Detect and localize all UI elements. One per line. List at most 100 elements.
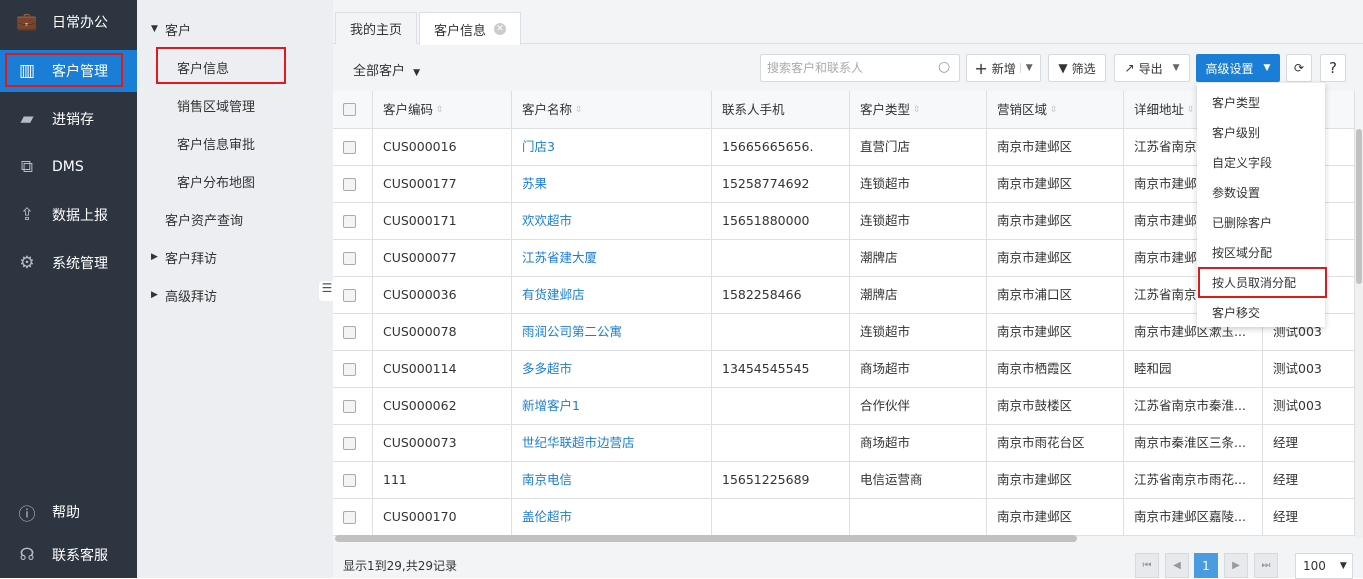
cell-name[interactable]: 雨润公司第二公寓 bbox=[512, 314, 712, 351]
page-1-button[interactable]: 1 bbox=[1194, 553, 1218, 578]
row-checkbox[interactable] bbox=[343, 510, 356, 524]
table-row[interactable]: CUS000016门店315665665656.直营门店南京市建邺区江苏省南京经… bbox=[333, 129, 1355, 166]
submenu-customer-info[interactable]: 客户信息 bbox=[177, 61, 230, 77]
submenu-distribution-map[interactable]: 客户分布地图 bbox=[177, 175, 256, 191]
filter-button[interactable]: ▼ 筛选 bbox=[1048, 54, 1106, 82]
help-icon: ⓘ bbox=[18, 504, 36, 525]
menu-item[interactable]: 客户级别 bbox=[1212, 125, 1261, 140]
sidebar: 💼 日常办公 ▥ 客户管理 ▰ 进销存 ⧉ DMS ⇪ 数据上报 ⚙ 系统管理 ⓘ 帮助 ☊ 联… bbox=[0, 0, 137, 578]
vertical-scrollbar[interactable] bbox=[1355, 129, 1363, 538]
sort-icon: ⇳ bbox=[575, 104, 583, 115]
prev-page-button[interactable]: ◀ bbox=[1165, 553, 1189, 578]
col-code[interactable]: 客户编码 ⇳ bbox=[373, 91, 512, 129]
horizontal-scrollbar[interactable] bbox=[335, 535, 1077, 542]
submenu-sales-region[interactable]: 销售区域管理 bbox=[177, 99, 256, 115]
menu-item[interactable]: 客户类型 bbox=[1212, 95, 1261, 110]
submenu-info-approval[interactable]: 客户信息审批 bbox=[177, 137, 256, 153]
tab-customer-info[interactable]: 客户信息 ✕ bbox=[419, 12, 522, 45]
submenu-group-customer[interactable]: ▼ 客户 bbox=[151, 23, 192, 39]
row-checkbox[interactable] bbox=[343, 399, 356, 413]
cell-name[interactable]: 世纪华联超市边营店 bbox=[512, 425, 712, 462]
menu-item[interactable]: 按人员取消分配 bbox=[1212, 275, 1297, 290]
row-checkbox[interactable] bbox=[343, 362, 356, 376]
table-row[interactable]: CUS000073 世纪华联超市边营店 商场超市 南京市雨花台区 南京市秦淮区三条...… bbox=[333, 425, 1355, 462]
cell-name[interactable]: 江苏省建大厦 bbox=[512, 240, 712, 277]
cell-region: 南京市建邺区 bbox=[987, 314, 1124, 351]
table-row[interactable]: CUS000177 苏果 15258774692 连锁超市 南京市建邺区 南京市建邺 bbox=[333, 166, 1355, 203]
collapse-sidebar-button[interactable]: ☰ bbox=[319, 281, 335, 301]
caret-down-icon[interactable]: ▼ bbox=[1019, 63, 1033, 73]
cell-name[interactable]: 南京电信 bbox=[512, 462, 712, 499]
highlight-box bbox=[156, 47, 286, 84]
table-row[interactable]: 111 南京电信 15651225689 电信运营商 南京市建邺区 江苏省南京市雨花...… bbox=[333, 462, 1355, 499]
nav-system-management[interactable]: ⚙ 系统管理 bbox=[0, 242, 137, 284]
help-button[interactable]: ? bbox=[1320, 54, 1346, 82]
menu-item[interactable]: 按区域分配 bbox=[1212, 245, 1273, 260]
row-checkbox[interactable] bbox=[343, 288, 356, 302]
advanced-settings-button[interactable]: 高级设置 ▼ bbox=[1196, 54, 1280, 82]
table-row[interactable]: CUS000114 多多超市 13454545545 商场超市 南京市栖霞区 睦和园 测试0… bbox=[333, 351, 1355, 388]
cell-code: CUS000062 bbox=[373, 388, 512, 425]
add-button[interactable]: + 新增 ▼ bbox=[966, 54, 1041, 82]
submenu-advanced-visit[interactable]: ▶ 高级拜访 bbox=[151, 289, 218, 305]
last-page-button[interactable]: ⏭ bbox=[1254, 553, 1278, 578]
caret-down-icon: ▼ bbox=[1172, 63, 1180, 73]
customer-filter-dropdown[interactable]: 全部客户 ▼ bbox=[353, 64, 421, 79]
cell-name[interactable]: 门店3 bbox=[512, 129, 712, 166]
menu-item[interactable]: 客户移交 bbox=[1212, 305, 1261, 320]
cell-name[interactable]: 多多超市 bbox=[512, 351, 712, 388]
cell-7: 经理 bbox=[1263, 425, 1355, 462]
search-input[interactable] bbox=[760, 54, 960, 82]
row-checkbox[interactable] bbox=[343, 251, 356, 265]
table-row[interactable]: CUS000078 雨润公司第二公寓 连锁超市 南京市建邺区 南京市建邺区漱玉... 测试… bbox=[333, 314, 1355, 351]
cell-phone bbox=[712, 425, 850, 462]
cell-region: 南京市雨花台区 bbox=[987, 425, 1124, 462]
briefcase-icon: 💼 bbox=[16, 12, 38, 32]
nav-inventory[interactable]: ▰ 进销存 bbox=[0, 98, 137, 140]
export-button[interactable]: ↗ 导出 ▼ bbox=[1114, 54, 1190, 82]
row-checkbox[interactable] bbox=[343, 214, 356, 228]
nav-contact-support[interactable]: ☊ 联系客服 bbox=[0, 534, 137, 576]
menu-item[interactable]: 参数设置 bbox=[1212, 185, 1261, 200]
table-row[interactable]: CUS000036 有货建邺店 1582258466 潮牌店 南京市浦口区 江苏省南京 bbox=[333, 277, 1355, 314]
nav-daily-office[interactable]: 💼 日常办公 bbox=[16, 12, 108, 32]
cell-name[interactable]: 欢欢超市 bbox=[512, 203, 712, 240]
cell-name[interactable]: 苏果 bbox=[512, 166, 712, 203]
page-size-select[interactable]: 100 ▼ bbox=[1295, 553, 1353, 579]
nav-help[interactable]: ⓘ 帮助 bbox=[0, 491, 137, 533]
cell-name[interactable]: 盖伦超市 bbox=[512, 499, 712, 536]
table-row[interactable]: CUS000062 新增客户1 合作伙伴 南京市鼓楼区 江苏省南京市秦淮... 测试003 bbox=[333, 388, 1355, 425]
search-icon[interactable]: ○ bbox=[938, 59, 951, 75]
next-page-button[interactable]: ▶ bbox=[1224, 553, 1248, 578]
tab-home[interactable]: 我的主页 bbox=[335, 12, 418, 44]
cell-type: 电信运营商 bbox=[850, 462, 987, 499]
menu-item[interactable]: 已删除客户 bbox=[1212, 215, 1273, 230]
nav-data-report[interactable]: ⇪ 数据上报 bbox=[0, 194, 137, 236]
cell-code: CUS000073 bbox=[373, 425, 512, 462]
first-page-button[interactable]: ⏮ bbox=[1135, 553, 1159, 578]
table-row[interactable]: CUS000077江苏省建大厦潮牌店南京市建邺区南京市建邺测试003 bbox=[333, 240, 1355, 277]
row-checkbox[interactable] bbox=[343, 473, 356, 487]
col-type[interactable]: 客户类型 ⇳ bbox=[850, 91, 987, 129]
row-checkbox[interactable] bbox=[343, 325, 356, 339]
cell-name[interactable]: 有货建邺店 bbox=[512, 277, 712, 314]
checkbox-cell bbox=[333, 277, 373, 314]
cell-name[interactable]: 新增客户1 bbox=[512, 388, 712, 425]
row-checkbox[interactable] bbox=[343, 436, 356, 450]
submenu-asset-query[interactable]: 客户资产查询 bbox=[165, 213, 244, 229]
nav-dms[interactable]: ⧉ DMS bbox=[0, 146, 137, 188]
menu-item[interactable]: 自定义字段 bbox=[1212, 155, 1273, 170]
select-all-checkbox[interactable] bbox=[343, 103, 356, 116]
col-name[interactable]: 客户名称 ⇳ bbox=[512, 91, 712, 129]
scrollbar-thumb[interactable] bbox=[1356, 129, 1362, 284]
submenu-customer-visit[interactable]: ▶ 客户拜访 bbox=[151, 251, 218, 267]
record-count: 显示1到29,共29记录 bbox=[343, 559, 457, 573]
row-checkbox[interactable] bbox=[343, 140, 356, 154]
row-checkbox[interactable] bbox=[343, 177, 356, 191]
cell-type: 潮牌店 bbox=[850, 277, 987, 314]
col-region[interactable]: 营销区域 ⇳ bbox=[987, 91, 1124, 129]
table-row[interactable]: CUS000170 盖伦超市 南京市建邺区 南京市建邺区嘉陵... 经理 bbox=[333, 499, 1355, 536]
close-icon[interactable]: ✕ bbox=[494, 23, 507, 35]
refresh-button[interactable]: ⟳ bbox=[1286, 54, 1312, 82]
checkbox-cell bbox=[333, 203, 373, 240]
